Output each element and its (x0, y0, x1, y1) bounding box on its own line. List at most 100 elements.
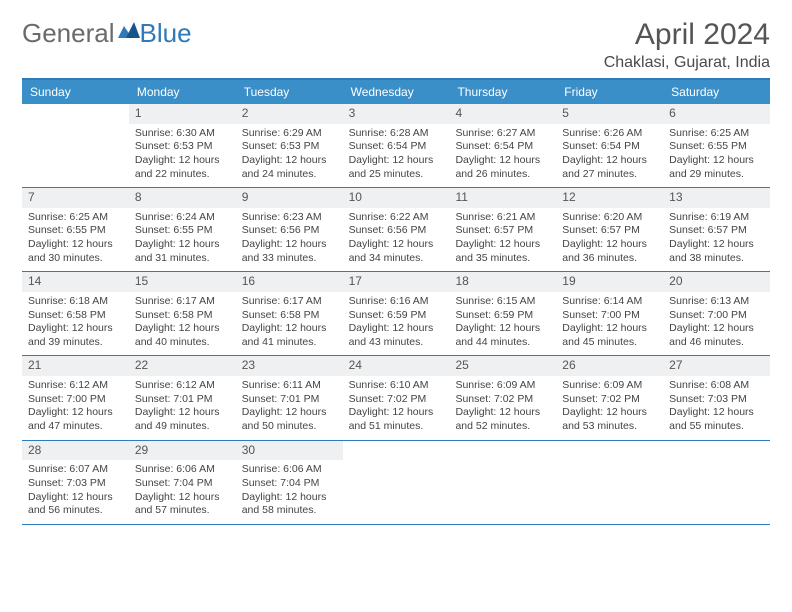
sunset-text: Sunset: 7:04 PM (135, 477, 230, 491)
day-details: Sunrise: 6:12 AMSunset: 7:00 PMDaylight:… (28, 379, 123, 434)
sunset-text: Sunset: 6:55 PM (28, 224, 123, 238)
day-cell: 21 Sunrise: 6:12 AMSunset: 7:00 PMDayligh… (22, 356, 129, 439)
sunset-text: Sunset: 6:58 PM (242, 309, 337, 323)
day-cell: 14Sunrise: 6:18 AMSunset: 6:58 PMDayligh… (22, 272, 129, 355)
sunset-text: Sunset: 6:55 PM (135, 224, 230, 238)
day-cell (556, 441, 663, 524)
sunset-text: Sunset: 6:57 PM (455, 224, 550, 238)
sunrise-text: Sunrise: 6:24 AM (135, 211, 230, 225)
sunrise-text: Sunrise: 6:09 AM (455, 379, 550, 393)
daylight-text: Daylight: 12 hours (455, 322, 550, 336)
day-number: 27 (663, 356, 770, 376)
day-number: 3 (343, 104, 450, 124)
sunset-text: Sunset: 6:56 PM (349, 224, 444, 238)
sunset-text: Sunset: 6:53 PM (242, 140, 337, 154)
day-number: 12 (556, 188, 663, 208)
daylight-text: Daylight: 12 hours (562, 406, 657, 420)
day-cell: 27 Sunrise: 6:08 AMSunset: 7:03 PMDayligh… (663, 356, 770, 439)
day-number: 19 (556, 272, 663, 292)
daylight-text: Daylight: 12 hours (349, 154, 444, 168)
weekday-header: Sunday (22, 80, 129, 104)
logo-text-a: General (22, 18, 115, 49)
day-number: 9 (236, 188, 343, 208)
daylight-text: Daylight: 12 hours (242, 154, 337, 168)
daylight-text: and 26 minutes. (455, 168, 550, 182)
daylight-text: and 57 minutes. (135, 504, 230, 518)
daylight-text: and 52 minutes. (455, 420, 550, 434)
day-details: Sunrise: 6:17 AMSunset: 6:58 PMDaylight:… (242, 295, 337, 350)
day-number: 7 (22, 188, 129, 208)
day-number: 6 (663, 104, 770, 124)
daylight-text: Daylight: 12 hours (669, 154, 764, 168)
day-number: 29 (129, 441, 236, 461)
day-details: Sunrise: 6:26 AMSunset: 6:54 PMDaylight:… (562, 127, 657, 182)
daylight-text: and 44 minutes. (455, 336, 550, 350)
sunset-text: Sunset: 6:54 PM (455, 140, 550, 154)
daylight-text: Daylight: 12 hours (349, 238, 444, 252)
sunset-text: Sunset: 6:53 PM (135, 140, 230, 154)
day-details: Sunrise: 6:16 AMSunset: 6:59 PMDaylight:… (349, 295, 444, 350)
day-cell (663, 441, 770, 524)
day-cell: 22Sunrise: 6:12 AMSunset: 7:01 PMDayligh… (129, 356, 236, 439)
daylight-text: and 24 minutes. (242, 168, 337, 182)
day-number: 18 (449, 272, 556, 292)
day-number: 2 (236, 104, 343, 124)
day-cell: 5Sunrise: 6:26 AMSunset: 6:54 PMDaylight… (556, 104, 663, 187)
day-number: 30 (236, 441, 343, 461)
day-cell (343, 441, 450, 524)
daylight-text: and 25 minutes. (349, 168, 444, 182)
sunset-text: Sunset: 6:54 PM (349, 140, 444, 154)
daylight-text: Daylight: 12 hours (455, 154, 550, 168)
sunrise-text: Sunrise: 6:25 AM (28, 211, 123, 225)
day-details: Sunrise: 6:14 AMSunset: 7:00 PMDaylight:… (562, 295, 657, 350)
sunset-text: Sunset: 7:01 PM (242, 393, 337, 407)
weekday-header: Monday (129, 80, 236, 104)
day-cell: 15Sunrise: 6:17 AMSunset: 6:58 PMDayligh… (129, 272, 236, 355)
daylight-text: Daylight: 12 hours (455, 406, 550, 420)
daylight-text: and 33 minutes. (242, 252, 337, 266)
weekday-header-row: Sunday Monday Tuesday Wednesday Thursday… (22, 80, 770, 104)
day-number: 21 (22, 356, 129, 376)
sunrise-text: Sunrise: 6:21 AM (455, 211, 550, 225)
daylight-text: and 31 minutes. (135, 252, 230, 266)
day-cell: 4Sunrise: 6:27 AMSunset: 6:54 PMDaylight… (449, 104, 556, 187)
sunset-text: Sunset: 7:03 PM (28, 477, 123, 491)
sunset-text: Sunset: 7:00 PM (28, 393, 123, 407)
sunset-text: Sunset: 7:00 PM (562, 309, 657, 323)
daylight-text: Daylight: 12 hours (242, 322, 337, 336)
daylight-text: Daylight: 12 hours (135, 406, 230, 420)
sunset-text: Sunset: 6:58 PM (135, 309, 230, 323)
sunrise-text: Sunrise: 6:17 AM (242, 295, 337, 309)
sunrise-text: Sunrise: 6:06 AM (242, 463, 337, 477)
sunrise-text: Sunrise: 6:12 AM (28, 379, 123, 393)
daylight-text: and 27 minutes. (562, 168, 657, 182)
day-cell: 10Sunrise: 6:22 AMSunset: 6:56 PMDayligh… (343, 188, 450, 271)
day-cell: 29Sunrise: 6:06 AMSunset: 7:04 PMDayligh… (129, 441, 236, 524)
month-title: April 2024 (604, 18, 770, 52)
daylight-text: and 53 minutes. (562, 420, 657, 434)
header: General Blue April 2024 Chaklasi, Gujara… (22, 18, 770, 72)
day-number: 4 (449, 104, 556, 124)
title-block: April 2024 Chaklasi, Gujarat, India (604, 18, 770, 72)
week-row: 28Sunrise: 6:07 AMSunset: 7:03 PMDayligh… (22, 441, 770, 525)
day-details: Sunrise: 6:08 AMSunset: 7:03 PMDaylight:… (669, 379, 764, 434)
day-cell: 6Sunrise: 6:25 AMSunset: 6:55 PMDaylight… (663, 104, 770, 187)
daylight-text: and 49 minutes. (135, 420, 230, 434)
sunrise-text: Sunrise: 6:28 AM (349, 127, 444, 141)
sunrise-text: Sunrise: 6:08 AM (669, 379, 764, 393)
daylight-text: Daylight: 12 hours (242, 491, 337, 505)
week-row: 14Sunrise: 6:18 AMSunset: 6:58 PMDayligh… (22, 272, 770, 356)
sunrise-text: Sunrise: 6:29 AM (242, 127, 337, 141)
day-cell: 28Sunrise: 6:07 AMSunset: 7:03 PMDayligh… (22, 441, 129, 524)
daylight-text: Daylight: 12 hours (562, 322, 657, 336)
day-cell: 23Sunrise: 6:11 AMSunset: 7:01 PMDayligh… (236, 356, 343, 439)
day-cell: 2 Sunrise: 6:29 AMSunset: 6:53 PMDaylight… (236, 104, 343, 187)
sunrise-text: Sunrise: 6:18 AM (28, 295, 123, 309)
sunrise-text: Sunrise: 6:12 AM (135, 379, 230, 393)
sunrise-text: Sunrise: 6:07 AM (28, 463, 123, 477)
weekday-header: Thursday (449, 80, 556, 104)
day-number: 24 (343, 356, 450, 376)
daylight-text: Daylight: 12 hours (669, 238, 764, 252)
daylight-text: and 56 minutes. (28, 504, 123, 518)
daylight-text: and 55 minutes. (669, 420, 764, 434)
